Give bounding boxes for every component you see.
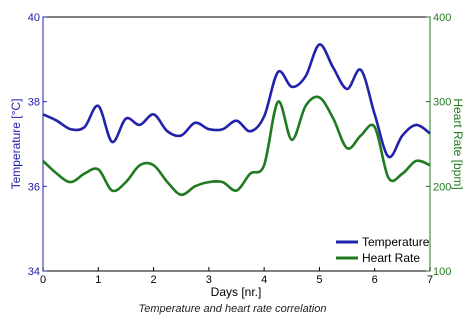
legend-box <box>331 232 429 268</box>
left-y-axis-ticks: 34 36 38 40 <box>28 12 47 278</box>
left-y-tick-label: 38 <box>28 97 40 109</box>
right-y-tick-label: 100 <box>433 266 451 278</box>
legend: Temperature Heart Rate <box>331 232 430 268</box>
x-tick-label: 6 <box>372 274 378 286</box>
plot-area <box>42 16 431 272</box>
x-tick-label: 2 <box>151 274 157 286</box>
legend-label-temperature: Temperature <box>362 235 430 249</box>
x-tick-label: 3 <box>206 274 212 286</box>
right-y-axis-label: Heart Rate [bpm] <box>451 98 465 189</box>
series-line-temperature <box>42 43 431 159</box>
right-y-tick-label: 300 <box>433 97 451 109</box>
figure-caption: Temperature and heart rate correlation <box>138 303 327 315</box>
left-y-axis-label: Temperature [°C] <box>9 99 23 190</box>
x-axis-label: Days [nr.] <box>211 285 262 299</box>
left-y-tick-label: 36 <box>28 181 40 193</box>
legend-label-heart-rate: Heart Rate <box>362 251 420 265</box>
x-tick-label: 5 <box>316 274 322 286</box>
x-axis-ticks: 0 1 2 3 4 5 6 7 <box>40 267 433 286</box>
x-tick-label: 1 <box>95 274 101 286</box>
series-layer <box>42 43 431 197</box>
right-y-tick-label: 400 <box>433 12 451 24</box>
right-y-axis-ticks: 100 200 300 400 <box>426 12 451 278</box>
right-y-tick-label: 200 <box>433 181 451 193</box>
series-line-heart-rate <box>42 95 431 197</box>
x-tick-label: 7 <box>427 274 433 286</box>
x-tick-label: 4 <box>261 274 267 286</box>
x-tick-label: 0 <box>40 274 46 286</box>
left-y-tick-label: 34 <box>28 266 40 278</box>
left-y-tick-label: 40 <box>28 12 40 24</box>
